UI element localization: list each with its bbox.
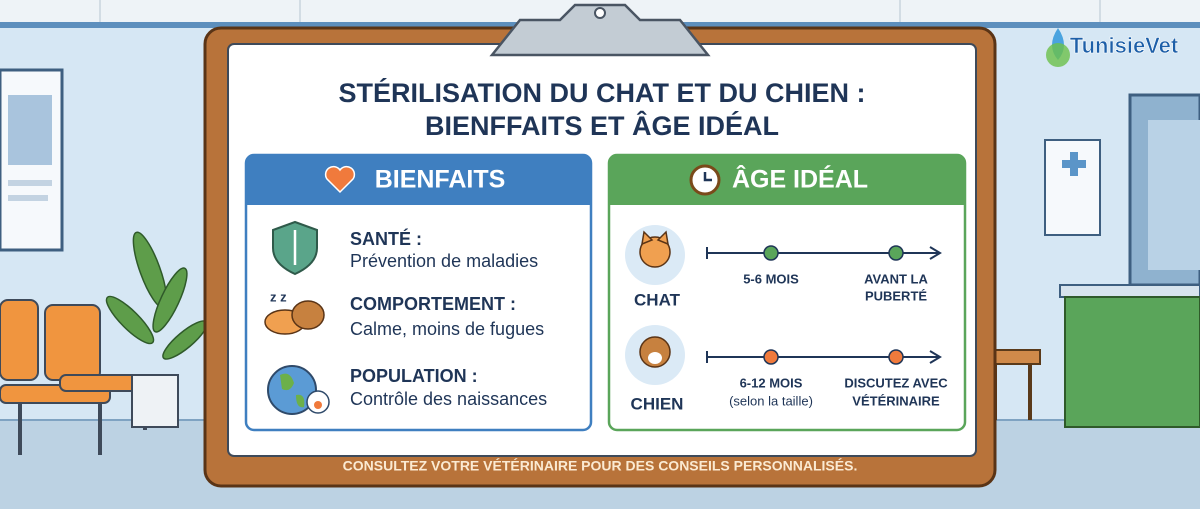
clip <box>489 3 711 57</box>
timeline-note: (selon la taille) <box>729 393 813 408</box>
timeline-label: VÉTÉRINAIRE <box>852 393 940 408</box>
title-line: STÉRILISATION DU CHAT ET DU CHIEN : <box>339 77 866 108</box>
logo: TunisieVet <box>1046 28 1179 67</box>
panel-heading: ÂGE IDÉAL <box>732 164 868 194</box>
footer-note: CONSULTEZ VOTRE VÉTÉRINAIRE POUR DES CON… <box>343 458 858 474</box>
benefits-panel: BIENFAITS z z SANTÉ : Prévention de mala… <box>244 153 593 432</box>
benefit-label: COMPORTEMENT : <box>350 294 516 314</box>
benefit-text: Prévention de maladies <box>350 251 538 271</box>
logo-text: TunisieVet <box>1070 33 1179 58</box>
animal-label: CHAT <box>634 290 681 309</box>
title-line: BIENFFAITS ET ÂGE IDÉAL <box>425 110 779 141</box>
ideal-age-panel: ÂGE IDÉAL CHAT CHIEN 5-6 MOIS AVANT LA P… <box>607 153 967 432</box>
animal-label: CHIEN <box>631 394 684 413</box>
benefit-text: Calme, moins de fugues <box>350 319 544 339</box>
benefit-text: Contrôle des naissances <box>350 389 547 409</box>
timeline-label: AVANT LA <box>864 271 928 286</box>
timeline-label: 6-12 MOIS <box>740 375 803 390</box>
svg-text:z z: z z <box>270 289 287 304</box>
panel-heading: BIENFAITS <box>375 166 506 194</box>
timeline-label: PUBERTÉ <box>865 288 927 303</box>
timeline-label: 5-6 MOIS <box>743 271 799 286</box>
timeline-label: DISCUTEZ AVEC <box>844 375 948 390</box>
benefit-label: SANTÉ : <box>350 228 422 249</box>
benefit-label: POPULATION : <box>350 366 478 386</box>
